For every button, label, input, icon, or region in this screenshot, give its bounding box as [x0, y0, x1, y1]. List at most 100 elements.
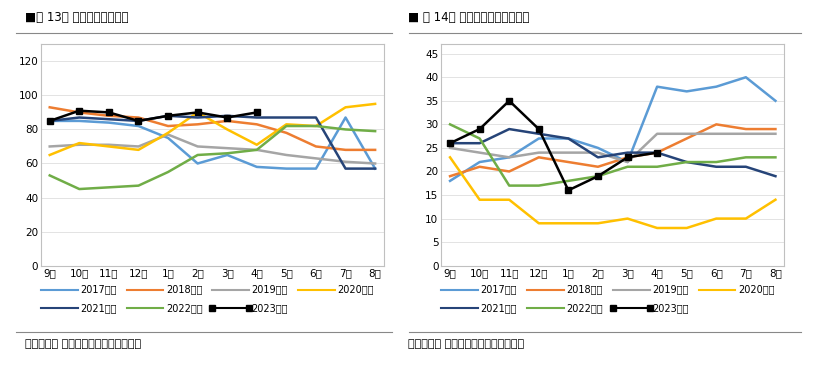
2022年度: [74, 187, 84, 191]
2017年度: [593, 146, 603, 150]
2020年度: [74, 141, 84, 145]
2020年度: [504, 197, 514, 202]
Text: 2020年度: 2020年度: [738, 284, 775, 295]
2019年度: [74, 142, 84, 147]
2017年度: [45, 119, 55, 123]
2023年度: [534, 127, 543, 131]
Text: 2021年度: 2021年度: [80, 303, 117, 313]
2020年度: [564, 221, 574, 225]
2017年度: [504, 155, 514, 159]
2018年度: [252, 122, 261, 127]
2021年度: [341, 166, 350, 171]
2022年度: [104, 185, 114, 190]
2020年度: [593, 221, 603, 225]
2019年度: [741, 132, 751, 136]
2017年度: [682, 89, 692, 94]
2021年度: [282, 115, 292, 120]
2017年度: [133, 124, 143, 128]
2019年度: [475, 151, 484, 155]
2018年度: [45, 105, 55, 110]
2017年度: [74, 119, 84, 123]
2017年度: [741, 75, 751, 79]
2019年度: [282, 153, 292, 157]
2020年度: [370, 102, 380, 106]
2020年度: [741, 216, 751, 221]
2019年度: [311, 156, 321, 161]
2019年度: [770, 132, 780, 136]
2020年度: [534, 221, 543, 225]
Text: 2023年度: 2023年度: [652, 303, 689, 313]
Text: 2017年度: 2017年度: [480, 284, 517, 295]
2017年度: [475, 160, 484, 164]
2019年度: [534, 151, 543, 155]
Line: 2022年度: 2022年度: [450, 124, 775, 186]
2020年度: [193, 110, 203, 115]
2019年度: [445, 146, 455, 150]
2023年度: [193, 110, 203, 115]
2020年度: [252, 142, 261, 147]
2021年度: [652, 151, 662, 155]
2019年度: [712, 132, 721, 136]
2021年度: [74, 115, 84, 120]
2018年度: [311, 144, 321, 149]
Text: 2020年度: 2020年度: [337, 284, 374, 295]
2020年度: [104, 144, 114, 149]
2019年度: [133, 144, 143, 149]
2021年度: [534, 132, 543, 136]
2021年度: [45, 119, 55, 123]
Line: 2018年度: 2018年度: [450, 124, 775, 176]
2023年度: [504, 99, 514, 103]
2020年度: [311, 124, 321, 128]
2022年度: [163, 170, 173, 174]
2020年度: [623, 216, 632, 221]
2020年度: [682, 226, 692, 230]
Text: 数据来源： 银河期货、中国棉花信息网: 数据来源： 银河期货、中国棉花信息网: [25, 339, 141, 349]
2022年度: [475, 136, 484, 141]
2021年度: [682, 160, 692, 164]
2021年度: [252, 115, 261, 120]
2018年度: [682, 136, 692, 141]
2021年度: [770, 174, 780, 178]
2020年度: [475, 197, 484, 202]
2018年度: [623, 155, 632, 159]
2022年度: [370, 129, 380, 133]
2022年度: [770, 155, 780, 159]
2019年度: [593, 151, 603, 155]
2018年度: [504, 169, 514, 174]
2017年度: [712, 85, 721, 89]
2018年度: [341, 148, 350, 152]
Text: ■图 13： 棉花工业库存天数: ■图 13： 棉花工业库存天数: [25, 11, 128, 24]
Text: ■ 图 14： 纺织企业纱线库存天数: ■ 图 14： 纺织企业纱线库存天数: [408, 11, 530, 24]
2020年度: [45, 153, 55, 157]
2018年度: [193, 122, 203, 127]
2020年度: [133, 148, 143, 152]
2017年度: [341, 115, 350, 120]
2021年度: [311, 115, 321, 120]
2022年度: [504, 183, 514, 188]
2022年度: [564, 179, 574, 183]
2021年度: [222, 114, 232, 118]
2017年度: [252, 165, 261, 169]
2022年度: [341, 127, 350, 132]
2022年度: [445, 122, 455, 127]
2017年度: [770, 99, 780, 103]
2020年度: [652, 226, 662, 230]
2021年度: [504, 127, 514, 131]
2022年度: [534, 183, 543, 188]
2017年度: [623, 160, 632, 164]
Text: 2023年度: 2023年度: [252, 303, 288, 313]
2023年度: [104, 110, 114, 115]
Text: 2019年度: 2019年度: [652, 284, 689, 295]
2018年度: [133, 115, 143, 120]
2017年度: [445, 179, 455, 183]
Text: 2017年度: 2017年度: [80, 284, 117, 295]
2017年度: [652, 85, 662, 89]
2017年度: [282, 166, 292, 171]
2017年度: [193, 161, 203, 166]
2020年度: [445, 155, 455, 159]
2018年度: [770, 127, 780, 131]
2019年度: [222, 146, 232, 151]
2019年度: [252, 148, 261, 152]
2019年度: [564, 151, 574, 155]
2021年度: [475, 141, 484, 145]
